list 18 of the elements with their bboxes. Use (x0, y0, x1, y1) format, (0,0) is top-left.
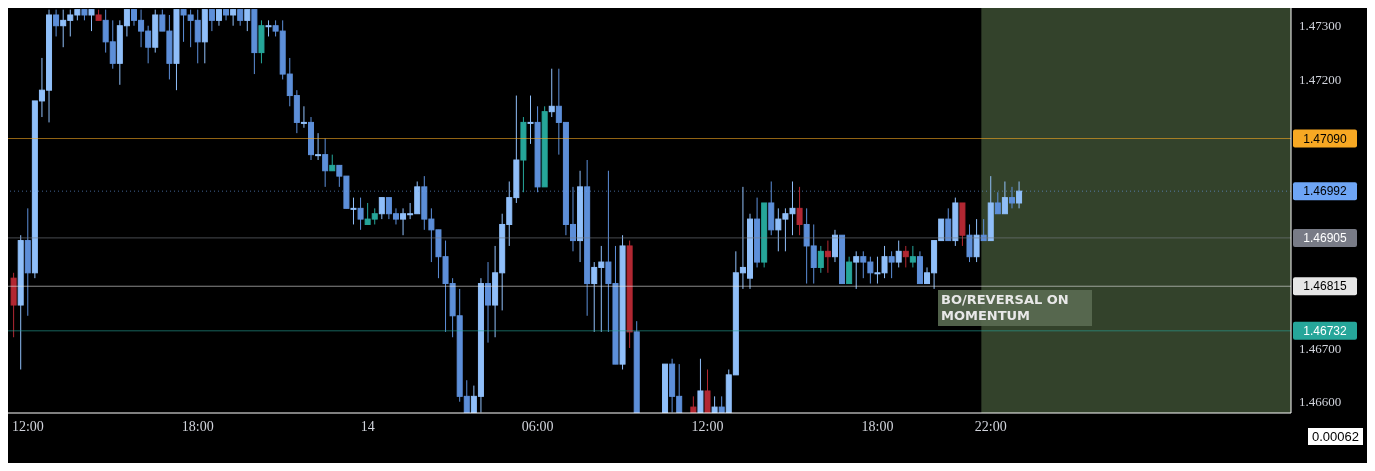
text: 0.00062 (1308, 428, 1363, 445)
ref-line-label: 1.46815 (1303, 279, 1348, 294)
x-tick-label: 12:00 (691, 418, 724, 434)
y-tick-label: 1.46700 (1299, 340, 1342, 356)
ref-line-label: 1.47090 (1303, 131, 1348, 146)
x-tick-label: 12:00 (11, 418, 44, 434)
ref-line-label: 1.46732 (1303, 323, 1348, 338)
y-tick-label: 1.47200 (1299, 72, 1342, 88)
y-tick-label: 1.46600 (1299, 394, 1342, 410)
x-tick-label: 06:00 (521, 418, 554, 434)
x-tick-label: 22:00 (974, 418, 1007, 434)
x-tick-label: 18:00 (181, 418, 214, 434)
ref-line-label: 1.46992 (1303, 184, 1348, 199)
y-tick-label: 1.47300 (1299, 18, 1342, 34)
x-tick-label: 14 (360, 418, 375, 434)
annotation: BO/REVERSAL ON MOMENTUM (938, 290, 1092, 326)
x-tick-label: 18:00 (861, 418, 894, 434)
ref-line-label: 1.46905 (1303, 230, 1348, 245)
